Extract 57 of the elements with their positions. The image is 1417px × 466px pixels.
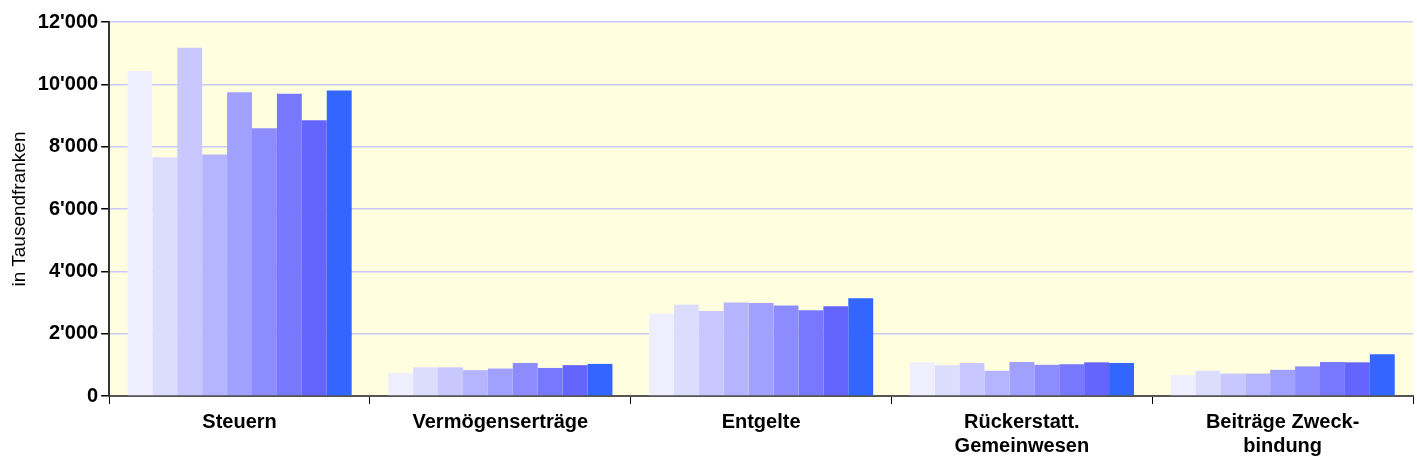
y-tick-label: 0 [87, 383, 99, 406]
y-tick-label: 2'000 [48, 321, 99, 344]
bar [388, 372, 414, 396]
bar [413, 367, 439, 396]
bar [909, 362, 935, 396]
y-tick-label: 4'000 [48, 258, 99, 281]
bar [1295, 366, 1320, 396]
y-tick-label: 8'000 [48, 134, 99, 157]
x-tick-label: Beiträge Zweck-bindung [1205, 409, 1360, 456]
x-tick-label: Rückerstatt. Gemeinwesen [954, 409, 1090, 456]
y-tick-label: 10'000 [37, 71, 99, 94]
bar [326, 90, 352, 396]
bar [1245, 373, 1271, 396]
y-axis-title: in Tausendfranken [7, 131, 29, 287]
bar [1220, 373, 1246, 396]
bar [512, 362, 538, 396]
bar [848, 298, 874, 396]
bar [562, 365, 588, 396]
bar [1270, 369, 1296, 396]
y-tick-label: 12'000 [37, 9, 99, 32]
bar [698, 310, 724, 396]
bar [301, 120, 327, 396]
bar [227, 92, 253, 396]
bar [959, 362, 985, 396]
x-tick-label: Entgelte [721, 409, 801, 432]
bar [723, 302, 749, 396]
bar [1109, 362, 1134, 396]
bar [252, 128, 277, 396]
bar [1369, 354, 1395, 396]
bar [1195, 370, 1221, 396]
bar [462, 370, 488, 396]
bar [1170, 375, 1196, 396]
bar [748, 303, 774, 396]
bar [1059, 364, 1085, 396]
bar [1344, 362, 1370, 396]
bar [587, 363, 613, 396]
bar [934, 365, 960, 396]
bar [773, 305, 799, 396]
bar [487, 368, 513, 396]
bar [1009, 362, 1035, 396]
y-tick-label: 6'000 [48, 196, 99, 219]
bar [537, 367, 563, 396]
x-tick-label: Vermögenserträge [412, 409, 589, 432]
bar [202, 154, 228, 396]
bar [438, 367, 463, 396]
bar [673, 304, 699, 396]
bar [1319, 362, 1345, 396]
bar [127, 70, 153, 396]
bar [1034, 364, 1060, 396]
bar [648, 313, 674, 396]
bar [152, 157, 178, 396]
bar [1084, 362, 1110, 396]
bar [276, 93, 302, 396]
bar [823, 306, 849, 396]
bar [984, 370, 1010, 396]
bar [798, 310, 824, 396]
x-tick-label: Steuern [202, 409, 277, 432]
